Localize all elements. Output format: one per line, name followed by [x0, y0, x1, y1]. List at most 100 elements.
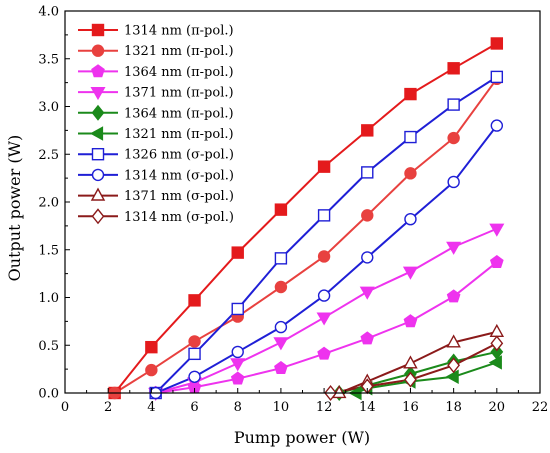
x-tick-label: 10	[273, 400, 290, 415]
series-0-point	[231, 246, 244, 259]
series-3-point	[316, 312, 332, 326]
legend-entry: 1326 nm (σ-pol.)	[124, 148, 234, 163]
series-6-point	[447, 98, 460, 111]
legend-marker	[91, 147, 105, 161]
legend-entry: 1314 nm (π-pol.)	[124, 24, 234, 39]
x-tick-label: 12	[316, 400, 333, 415]
series-1-point	[188, 335, 201, 348]
series-6-point	[274, 252, 288, 265]
legend-marker	[90, 86, 106, 101]
series-1-point	[404, 167, 417, 180]
y-tick-label: 0.5	[38, 339, 59, 354]
y-tick-label: 1.0	[38, 291, 59, 306]
x-tick-label: 20	[489, 400, 506, 415]
y-tick-label: 1.5	[38, 243, 59, 258]
series-9-point	[447, 357, 461, 374]
series-0-point	[317, 160, 331, 173]
series-9-point	[404, 371, 417, 388]
series-6-point	[361, 166, 374, 179]
series-2-point	[274, 360, 288, 374]
series-1-point	[361, 209, 374, 222]
series-0-point	[188, 294, 201, 307]
series-6-point	[404, 130, 417, 144]
legend-entry: 1314 nm (σ-pol.)	[124, 210, 234, 225]
series-0-point	[361, 124, 374, 137]
legend-marker	[91, 208, 105, 225]
series-0-point	[490, 37, 504, 50]
series-5-point	[488, 355, 502, 370]
series-3-point	[489, 223, 505, 237]
series-1-point	[274, 280, 288, 294]
x-axis-title: Pump power (W)	[234, 428, 370, 447]
series-8-point	[446, 334, 461, 348]
series-7-point	[447, 175, 460, 189]
series-7-point	[188, 370, 201, 383]
y-tick-label: 4.0	[38, 5, 59, 20]
series-3-point	[402, 266, 418, 280]
series-2-point	[317, 346, 331, 360]
y-tick-label: 0.0	[38, 387, 59, 402]
legend-entry: 1321 nm (π-pol.)	[124, 44, 234, 59]
legend-entry: 1364 nm (π-pol.)	[124, 106, 234, 121]
x-tick-label: 16	[402, 400, 419, 415]
x-tick-label: 14	[359, 400, 376, 415]
series-2-point	[360, 331, 375, 345]
x-tick-label: 18	[445, 400, 462, 415]
series-6-point	[188, 347, 201, 361]
legend-entry: 1371 nm (σ-pol.)	[124, 189, 234, 204]
series-0-point	[404, 87, 417, 101]
series-1-point	[447, 131, 460, 145]
series-3-point	[273, 337, 289, 351]
series-8-point	[331, 384, 347, 399]
series-2-point	[230, 371, 245, 385]
series-line-0	[113, 42, 498, 394]
series-7-point	[404, 212, 417, 226]
y-tick-label: 2.5	[38, 148, 59, 163]
y-tick-label: 3.5	[38, 52, 59, 67]
legend-marker	[91, 44, 105, 57]
series-8-point	[489, 323, 505, 337]
series-2-point	[489, 254, 504, 268]
series-6-point	[231, 302, 244, 316]
legend-entry: 1364 nm (π-pol.)	[124, 65, 234, 80]
x-tick-label: 6	[190, 400, 198, 415]
series-7-point	[317, 289, 331, 302]
series-3-point	[230, 358, 246, 372]
series-7-point	[274, 320, 288, 334]
legend-marker	[90, 187, 106, 201]
series-1-point	[145, 363, 158, 377]
x-tick-label: 8	[234, 400, 242, 415]
legend-marker	[91, 64, 105, 78]
series-line-2	[155, 261, 498, 394]
series-7-point	[361, 251, 374, 264]
series-5-point	[445, 369, 459, 384]
legend-marker	[91, 23, 105, 37]
series-3-point	[359, 286, 375, 300]
y-tick-label: 3.0	[38, 100, 59, 115]
legend-entry: 1314 nm (σ-pol.)	[124, 168, 234, 183]
x-tick-label: 4	[147, 400, 155, 415]
series-2-point	[403, 314, 418, 328]
series-2-point	[446, 289, 461, 303]
x-tick-label: 0	[61, 400, 69, 415]
series-8-point	[403, 355, 418, 369]
series-6-point	[490, 70, 504, 84]
y-tick-label: 2.0	[38, 196, 59, 211]
series-line-1	[114, 78, 498, 394]
series-0-point	[145, 340, 158, 354]
legend-entry: 1371 nm (π-pol.)	[124, 86, 234, 101]
y-axis-title: Output power (W)	[5, 135, 24, 282]
x-tick-label: 22	[532, 400, 549, 415]
series-0-point	[274, 203, 288, 216]
x-tick-label: 2	[104, 400, 112, 415]
series-6-point	[317, 209, 331, 222]
series-9-point	[490, 335, 504, 352]
series-3-point	[446, 241, 462, 255]
series-0-point	[447, 62, 460, 75]
legend-marker	[89, 126, 104, 141]
legend-entry: 1321 nm (π-pol.)	[124, 127, 234, 142]
series-7-point	[490, 119, 504, 132]
series-7-point	[231, 345, 244, 359]
